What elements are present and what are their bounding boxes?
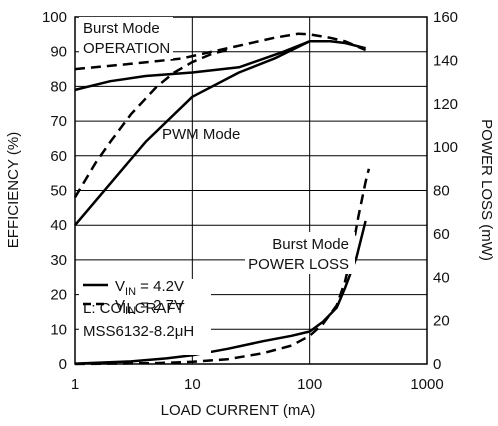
series-line-eff-burst-2v7	[74, 32, 367, 71]
annotation-inductor-line1: L: COILCRAFT	[83, 300, 185, 317]
y-right-tick-label: 60	[433, 226, 450, 243]
y-left-tick-label: 30	[50, 252, 67, 269]
annotation-burst-operation-line1: Burst Mode	[83, 20, 160, 37]
series-line-loss-4v2	[74, 220, 367, 365]
annotation-inductor-line2: MSS6132-8.2μH	[83, 323, 194, 340]
series-line-eff-burst-4v2	[74, 40, 366, 92]
x-tick-label: 100	[297, 376, 322, 393]
legend-entry-2v7: VIN = 2.7V	[115, 297, 184, 317]
y-left-axis-label: EFFICIENCY (%)	[5, 132, 22, 248]
plot-frame	[74, 16, 428, 365]
y-left-tick-label: 40	[50, 217, 67, 234]
annotation-burst-operation-line2: OPERATION	[83, 40, 170, 57]
y-right-tick-label: 160	[433, 9, 458, 26]
y-left-tick-label: 0	[59, 356, 67, 373]
x-tick-label: 1	[71, 376, 79, 393]
x-tick-label: 1000	[410, 376, 443, 393]
y-right-tick-label: 100	[433, 139, 458, 156]
y-right-tick-label: 40	[433, 269, 450, 286]
y-right-tick-label: 80	[433, 183, 450, 200]
y-left-tick-label: 90	[50, 44, 67, 61]
y-left-tick-label: 50	[50, 183, 67, 200]
annotation-pwm-mode: PWM Mode	[162, 126, 240, 143]
burst-op-label-bg	[79, 17, 173, 59]
y-right-tick-label: 140	[433, 52, 458, 69]
annotation-burst-power-loss-line2: POWER LOSS	[248, 256, 349, 273]
x-axis-label: LOAD CURRENT (mA)	[161, 402, 316, 419]
series-layer	[73, 32, 371, 366]
y-right-tick-label: 20	[433, 313, 450, 330]
burst-loss-label-bg	[245, 232, 355, 274]
y-left-tick-label: 80	[50, 78, 67, 95]
legend-entry-4v2: VIN = 4.2V	[115, 278, 184, 298]
series-line-eff-pwm-4v2	[74, 40, 311, 227]
y-left-tick-label: 70	[50, 113, 67, 130]
tick-labels: 1 10 100 1000010203040506070809010002040608…	[42, 9, 458, 393]
y-right-tick-label: 120	[433, 96, 458, 113]
y-left-tick-label: 100	[42, 9, 67, 26]
series-line-eff-pwm-2v7	[73, 48, 228, 199]
series-line-loss-2v7	[74, 168, 371, 366]
plot-border	[74, 16, 428, 365]
y-right-axis-label: POWER LOSS (mW)	[478, 119, 495, 261]
x-tick-label: 10	[184, 376, 201, 393]
legend-bg	[79, 279, 211, 355]
annotation-burst-power-loss-line1: Burst Mode	[272, 236, 349, 253]
y-right-tick-label: 0	[433, 356, 441, 373]
y-left-tick-label: 20	[50, 287, 67, 304]
y-left-tick-label: 10	[50, 321, 67, 338]
y-left-tick-label: 60	[50, 148, 67, 165]
